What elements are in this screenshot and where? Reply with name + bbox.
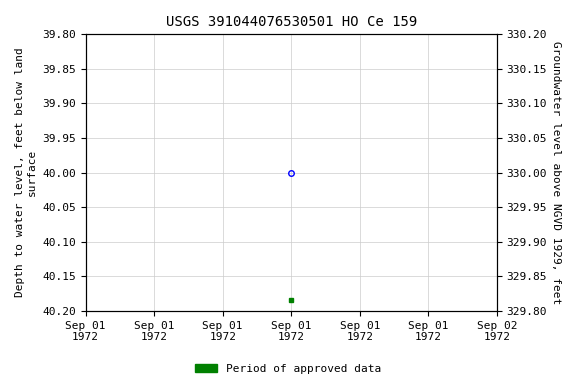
Y-axis label: Groundwater level above NGVD 1929, feet: Groundwater level above NGVD 1929, feet (551, 41, 561, 304)
Title: USGS 391044076530501 HO Ce 159: USGS 391044076530501 HO Ce 159 (166, 15, 417, 29)
Legend: Period of approved data: Period of approved data (191, 359, 385, 379)
Y-axis label: Depth to water level, feet below land
surface: Depth to water level, feet below land su… (15, 48, 37, 298)
